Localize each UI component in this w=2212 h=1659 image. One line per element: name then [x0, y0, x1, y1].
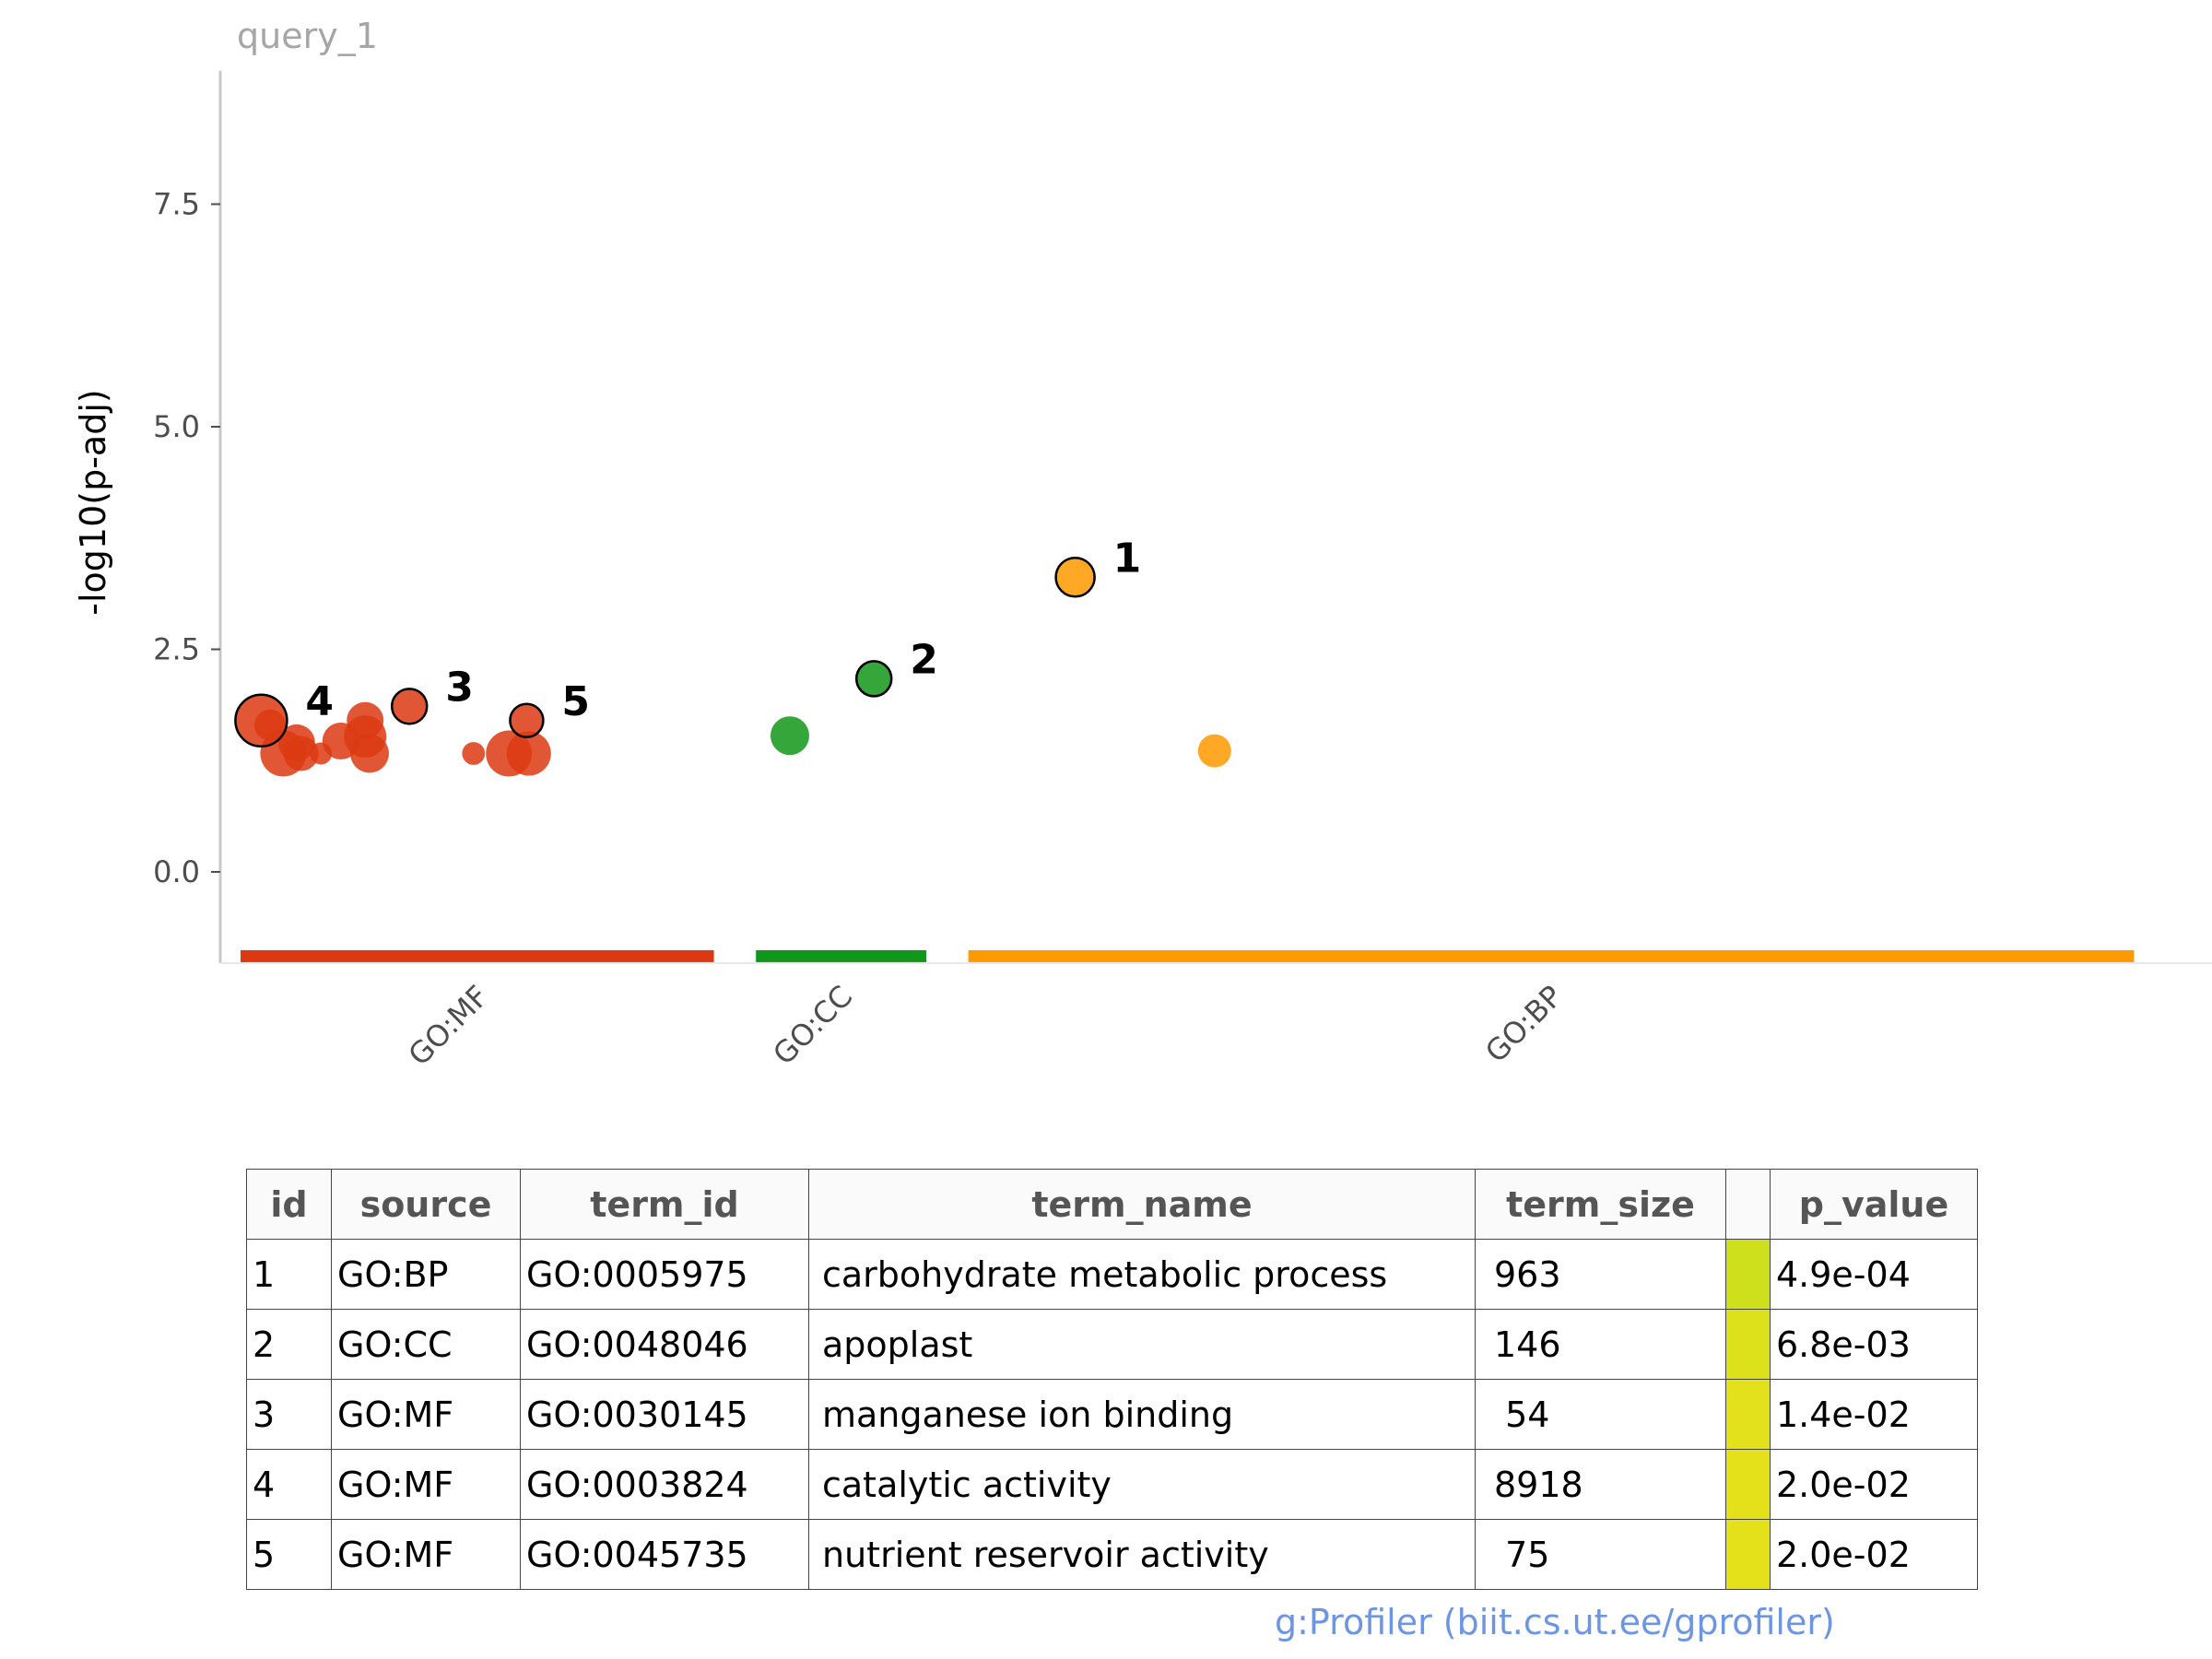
cell-source: GO:MF [331, 1449, 521, 1520]
table-header-row: id source term_id term_name term_size p_… [246, 1169, 1978, 1240]
cell-term-size: 8918 [1475, 1449, 1726, 1520]
category-label: GO:MF [401, 979, 495, 1073]
cell-p-value: 2.0e-02 [1770, 1519, 1978, 1590]
axes: 0.0 2.5 5.0 7.5 [153, 70, 2212, 964]
cell-term-name: catalytic activity [808, 1449, 1476, 1520]
highlighted-point [509, 702, 545, 739]
table-row: 4 GO:MF GO:0003824 catalytic activity 8918 2.… [246, 1449, 1978, 1520]
y-axis-title: -log10(p-adj) [73, 389, 113, 615]
cell-term-size: 146 [1475, 1309, 1726, 1380]
category-bars: GO:MF GO:CC GO:BP [241, 949, 2135, 1073]
y-tick-label: 5.0 [153, 409, 200, 444]
cell-id: 2 [246, 1309, 332, 1380]
category-label: GO:CC [766, 979, 859, 1072]
cell-p-color [1725, 1239, 1771, 1310]
cell-term-name: manganese ion binding [808, 1379, 1476, 1450]
cell-id: 4 [246, 1449, 332, 1520]
cell-id: 3 [246, 1379, 332, 1450]
cell-source: GO:BP [331, 1239, 521, 1310]
point-label: 2 [910, 636, 938, 683]
highlighted-point [390, 688, 429, 725]
data-point [283, 735, 319, 771]
category-label: GO:BP [1478, 979, 1570, 1070]
manhattan-plot: query_1 -log10(p-adj) 0.0 2.5 5.0 7.5 GO:MF… [73, 16, 2212, 1073]
cell-p-color [1725, 1449, 1771, 1520]
cell-term-size: 75 [1475, 1519, 1726, 1590]
header-term-id: term_id [520, 1169, 809, 1240]
highlighted-point [854, 660, 893, 698]
y-tick-label: 2.5 [153, 632, 200, 667]
cell-id: 5 [246, 1519, 332, 1590]
header-term-name: term_name [808, 1169, 1476, 1240]
cell-p-color [1725, 1519, 1771, 1590]
cell-term-name: apoplast [808, 1309, 1476, 1380]
cell-source: GO:MF [331, 1379, 521, 1450]
cell-p-color [1725, 1379, 1771, 1450]
data-points [234, 557, 1231, 777]
cell-p-value: 4.9e-04 [1770, 1239, 1978, 1310]
cell-term-name: carbohydrate metabolic process [808, 1239, 1476, 1310]
category-bar-gomf [241, 949, 714, 962]
table-row: 5 GO:MF GO:0045735 nutrient reservoir activ… [246, 1519, 1978, 1590]
cell-p-value: 1.4e-02 [1770, 1379, 1978, 1450]
data-point [771, 716, 809, 756]
point-label: 4 [305, 678, 334, 725]
cell-term-size: 963 [1475, 1239, 1726, 1310]
header-p-color [1725, 1169, 1771, 1240]
data-point [506, 731, 551, 776]
point-label: 5 [561, 678, 590, 725]
category-bar-gocc [756, 949, 926, 962]
header-source: source [331, 1169, 521, 1240]
cell-term-id: GO:0045735 [520, 1519, 809, 1590]
y-tick-label: 0.0 [153, 854, 200, 889]
cell-id: 1 [246, 1239, 332, 1310]
cell-p-value: 6.8e-03 [1770, 1309, 1978, 1380]
header-p-value: p_value [1770, 1169, 1978, 1240]
table-row: 3 GO:MF GO:0030145 manganese ion binding 54… [246, 1379, 1978, 1450]
results-table: id source term_id term_name term_size p_… [246, 1169, 1978, 1590]
cell-p-value: 2.0e-02 [1770, 1449, 1978, 1520]
header-term-size: term_size [1475, 1169, 1726, 1240]
table-row: 1 GO:BP GO:0005975 carbohydrate metabolic p… [246, 1239, 1978, 1310]
point-label: 3 [445, 664, 474, 711]
cell-term-id: GO:0005975 [520, 1239, 809, 1310]
highlighted-point [234, 693, 288, 748]
highlighted-point [1054, 557, 1096, 598]
query-label: query_1 [237, 16, 378, 56]
category-bar-gobp [968, 949, 2135, 962]
cell-source: GO:MF [331, 1519, 521, 1590]
cell-p-color [1725, 1309, 1771, 1380]
cell-term-id: GO:0003824 [520, 1449, 809, 1520]
cell-term-id: GO:0048046 [520, 1309, 809, 1380]
cell-term-name: nutrient reservoir activity [808, 1519, 1476, 1590]
header-id: id [246, 1169, 332, 1240]
data-point [1197, 734, 1231, 768]
data-point [350, 734, 389, 773]
gprofiler-credit: g:Profiler (biit.cs.ut.ee/gprofiler) [1275, 1602, 1835, 1642]
y-tick-label: 7.5 [153, 187, 200, 222]
point-label: 1 [1113, 535, 1142, 582]
cell-source: GO:CC [331, 1309, 521, 1380]
cell-term-size: 54 [1475, 1379, 1726, 1450]
table-row: 2 GO:CC GO:0048046 apoplast 146 6.8e-03 [246, 1309, 1978, 1380]
highlight-labels: 4 3 5 2 1 [305, 535, 1141, 725]
data-point [462, 742, 486, 765]
cell-term-id: GO:0030145 [520, 1379, 809, 1450]
